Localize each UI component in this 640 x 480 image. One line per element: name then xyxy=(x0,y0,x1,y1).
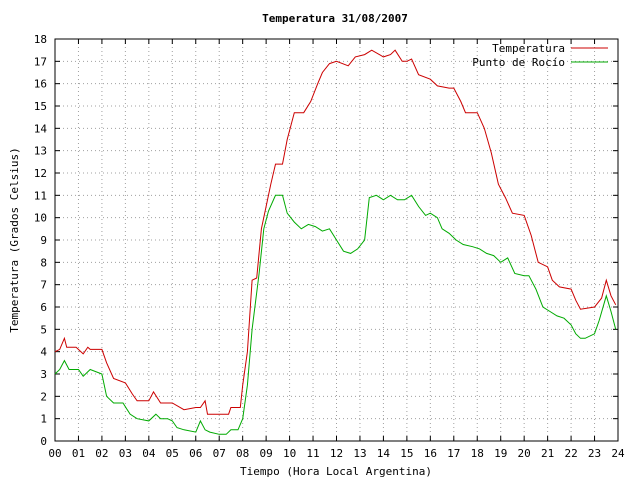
y-tick-label: 11 xyxy=(34,189,47,202)
y-tick-label: 3 xyxy=(40,368,47,381)
x-tick-label: 22 xyxy=(564,447,577,460)
y-tick-label: 9 xyxy=(40,234,47,247)
y-tick-label: 1 xyxy=(40,413,47,426)
x-axis: 00 01 02 03 04 05 06 07 08 09 10 11 12 13 14 15 16 17 18 19… xyxy=(48,39,625,460)
y-tick-label: 5 xyxy=(40,323,47,336)
x-tick-label: 07 xyxy=(213,447,226,460)
y-tick-label: 2 xyxy=(40,390,47,403)
x-tick-label: 03 xyxy=(119,447,132,460)
x-tick-label: 02 xyxy=(95,447,108,460)
y-tick-label: 18 xyxy=(34,33,47,46)
y-tick-label: 4 xyxy=(40,346,47,359)
x-tick-label: 14 xyxy=(377,447,391,460)
series-layer xyxy=(54,49,617,435)
x-tick-label: 11 xyxy=(306,447,319,460)
y-axis-label: Temperatura (Grados Celsius) xyxy=(8,147,21,332)
y-tick-label: 10 xyxy=(34,212,47,225)
x-tick-label: 12 xyxy=(330,447,343,460)
y-tick-label: 0 xyxy=(40,435,47,448)
x-tick-label: 04 xyxy=(142,447,156,460)
y-tick-label: 7 xyxy=(40,279,47,292)
y-tick-label: 8 xyxy=(40,256,47,269)
x-tick-label: 15 xyxy=(400,447,413,460)
x-tick-label: 24 xyxy=(611,447,625,460)
legend-label: Punto de Rocío xyxy=(472,56,565,69)
x-tick-label: 05 xyxy=(166,447,179,460)
x-tick-label: 21 xyxy=(541,447,554,460)
chart-title: Temperatura 31/08/2007 xyxy=(262,12,408,25)
y-tick-label: 15 xyxy=(34,100,47,113)
x-tick-label: 18 xyxy=(471,447,484,460)
x-tick-label: 20 xyxy=(518,447,531,460)
y-tick-label: 17 xyxy=(34,55,47,68)
x-tick-label: 19 xyxy=(494,447,507,460)
x-tick-label: 16 xyxy=(424,447,437,460)
x-tick-label: 23 xyxy=(588,447,601,460)
legend-label: Temperatura xyxy=(492,42,565,55)
x-tick-label: 09 xyxy=(260,447,273,460)
x-tick-label: 06 xyxy=(189,447,202,460)
x-tick-label: 10 xyxy=(283,447,296,460)
series-line xyxy=(54,194,617,435)
y-tick-label: 6 xyxy=(40,301,47,314)
x-tick-label: 01 xyxy=(72,447,85,460)
x-tick-label: 13 xyxy=(353,447,366,460)
y-tick-label: 13 xyxy=(34,145,47,158)
x-axis-label: Tiempo (Hora Local Argentina) xyxy=(240,465,432,478)
x-tick-label: 08 xyxy=(236,447,249,460)
series-line xyxy=(54,49,617,415)
grid xyxy=(55,39,618,441)
y-tick-label: 14 xyxy=(34,122,48,135)
x-tick-label: 17 xyxy=(447,447,460,460)
y-tick-label: 12 xyxy=(34,167,47,180)
y-tick-label: 16 xyxy=(34,78,47,91)
x-tick-label: 00 xyxy=(48,447,61,460)
